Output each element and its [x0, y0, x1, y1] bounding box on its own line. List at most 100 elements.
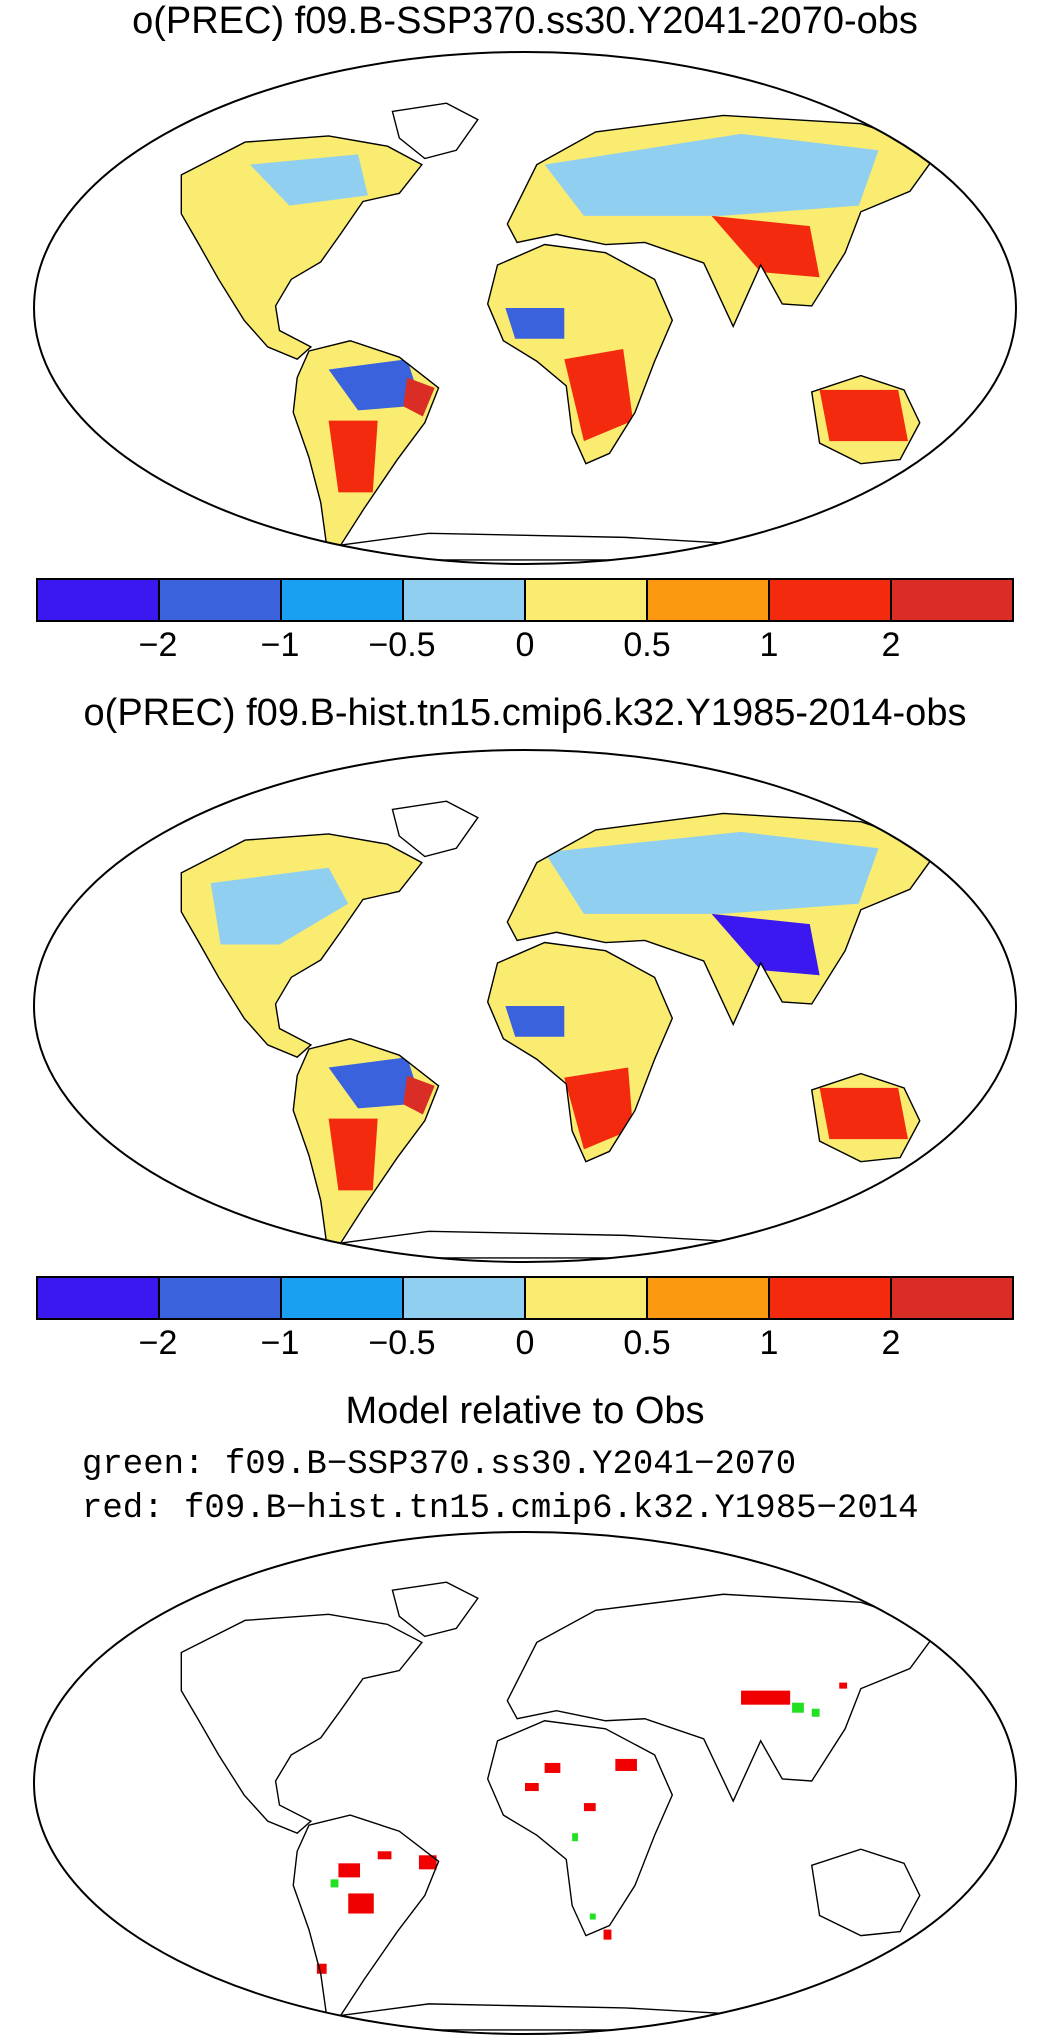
red-significance-patch — [741, 1690, 791, 1705]
precip-anomaly-region — [328, 1057, 422, 1109]
precip-anomaly-region — [403, 1075, 435, 1115]
coastline-eurasia — [507, 115, 939, 326]
precip-anomaly-region — [544, 831, 879, 914]
map-border — [33, 749, 1017, 1263]
green-significance-patch — [792, 1702, 804, 1713]
precip-anomaly-region — [210, 867, 349, 945]
precip-anomaly-region — [525, 959, 643, 1001]
panel2-colorbar-labels: −2 −1 −0.5 0 0.5 1 2 — [0, 1324, 1050, 1364]
precip-anomaly-region — [515, 256, 634, 298]
coastline-australia — [812, 376, 920, 464]
colorbar-bin — [892, 580, 1012, 620]
precip-anomaly-region — [505, 308, 565, 339]
precip-anomaly-region — [328, 1118, 378, 1191]
red-significance-patch — [839, 1682, 848, 1689]
red-significance-patch — [583, 1803, 596, 1812]
panel1-title: o(PREC) f09.B-SSP370.ss30.Y2041-2070-obs — [132, 0, 918, 42]
precip-anomaly-region — [819, 1087, 908, 1140]
colorbar-bin — [38, 1278, 160, 1318]
green-significance-patch — [589, 1913, 596, 1920]
coastline-south-america — [293, 341, 438, 546]
coastline-north-america — [181, 1614, 422, 1833]
colorbar-bin — [526, 1278, 648, 1318]
colorbar-bin — [648, 1278, 770, 1318]
coastline-south-america — [293, 1815, 438, 2016]
green-legend-text: green: f09.B−SSP370.ss30.Y2041−2070 — [82, 1446, 797, 1484]
coastline-eurasia — [507, 1594, 939, 1801]
map-border — [33, 1531, 1017, 2035]
colorbar-bin — [648, 580, 770, 620]
coastline-antarctica — [291, 1231, 861, 1258]
colorbar-tick-label: −2 — [138, 626, 178, 664]
green-significance-patch — [330, 1879, 339, 1888]
colorbar-tick-label: −1 — [260, 626, 300, 664]
colorbar-bin — [160, 580, 282, 620]
precip-anomaly-region — [328, 359, 422, 411]
land-fill-north-america — [181, 833, 422, 1058]
colorbar-tick-label: −2 — [138, 1324, 178, 1362]
coastline-australia — [812, 1074, 920, 1162]
colorbar-bin — [892, 1278, 1012, 1318]
precip-anomaly-region — [711, 215, 820, 278]
panel2-map — [33, 749, 1017, 1263]
red-significance-patch — [615, 1758, 637, 1771]
panel1-colorbar-labels: −2 −1 −0.5 0 0.5 1 2 — [0, 626, 1050, 666]
coastline-australia — [812, 1849, 920, 1935]
coastline-greenland — [392, 801, 477, 856]
colorbar-tick-label: −0.5 — [368, 626, 436, 664]
red-significance-patch — [418, 1855, 437, 1870]
colorbar-bin — [160, 1278, 282, 1318]
coastline-greenland — [392, 1582, 477, 1636]
red-significance-patch — [348, 1893, 374, 1914]
colorbar-tick-label: 2 — [881, 626, 901, 664]
coastline-north-america — [181, 834, 422, 1057]
coastline-antarctica — [291, 533, 861, 560]
colorbar-tick-label: 0.5 — [623, 1324, 671, 1362]
colorbar-bin — [770, 1278, 892, 1318]
precip-anomaly-region — [819, 389, 908, 442]
colorbar-tick-label: 0.5 — [623, 626, 671, 664]
coastline-antarctica — [291, 2004, 861, 2030]
precip-anomaly-region — [564, 348, 634, 442]
colorbar-bin — [770, 580, 892, 620]
colorbar-bin — [38, 580, 160, 620]
red-significance-patch — [338, 1863, 361, 1878]
red-significance-patch — [544, 1762, 561, 1773]
panel1-map — [33, 51, 1017, 565]
colorbar-bin — [282, 1278, 404, 1318]
coastline-africa — [488, 245, 673, 464]
precip-anomaly-region — [403, 377, 435, 417]
precip-anomaly-region — [711, 913, 820, 976]
colorbar-tick-label: 2 — [881, 1324, 901, 1362]
precip-anomaly-region — [328, 420, 378, 493]
coastline-north-america — [181, 136, 422, 359]
colorbar-tick-label: 1 — [759, 1324, 779, 1362]
coastline-africa — [488, 943, 673, 1162]
colorbar-tick-label: −0.5 — [368, 1324, 436, 1362]
colorbar-bin — [404, 580, 526, 620]
coastline-eurasia — [507, 813, 939, 1024]
green-significance-patch — [572, 1833, 579, 1842]
red-significance-patch — [603, 1929, 612, 1940]
precip-anomaly-region — [505, 1006, 565, 1037]
comparison-map — [33, 1531, 1017, 2035]
colorbar-tick-label: 0 — [515, 1324, 535, 1362]
colorbar-bin — [526, 580, 648, 620]
red-significance-patch — [316, 1963, 327, 1974]
coastline-africa — [488, 1721, 673, 1936]
panel1-colorbar — [36, 578, 1014, 622]
red-significance-patch — [377, 1851, 392, 1860]
comparison-title: Model relative to Obs — [345, 1390, 705, 1432]
colorbar-tick-label: 0 — [515, 626, 535, 664]
red-legend-text: red: f09.B−hist.tn15.cmip6.k32.Y1985−201… — [82, 1490, 919, 1528]
map-border — [33, 51, 1017, 565]
green-significance-patch — [811, 1708, 820, 1717]
colorbar-bin — [282, 580, 404, 620]
colorbar-tick-label: 1 — [759, 626, 779, 664]
precip-anomaly-region — [544, 133, 879, 216]
coastline-greenland — [392, 103, 477, 158]
coastline-south-america — [293, 1039, 438, 1244]
red-significance-patch — [525, 1783, 539, 1792]
panel2-colorbar — [36, 1276, 1014, 1320]
precip-anomaly-region — [250, 154, 368, 206]
